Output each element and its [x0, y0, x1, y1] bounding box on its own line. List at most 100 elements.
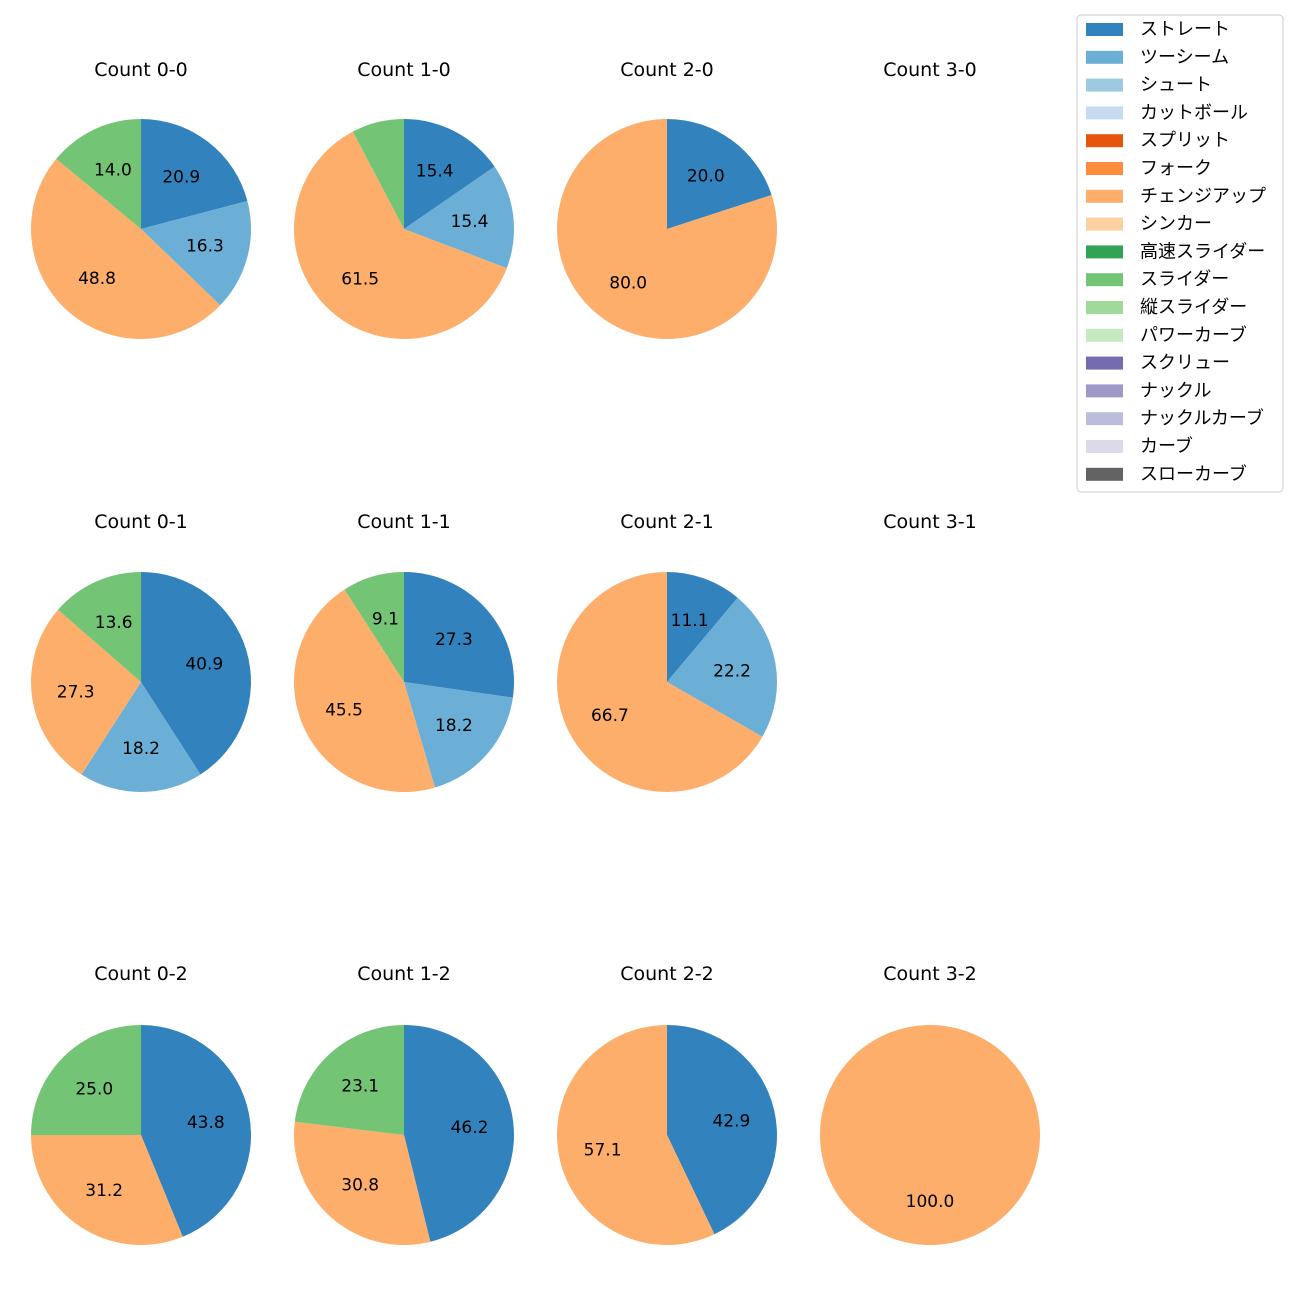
- pie-title: Count 3-2: [883, 963, 977, 985]
- slice-label: 31.2: [85, 1181, 123, 1201]
- pie-title: Count 3-0: [883, 59, 977, 81]
- pie-panel: Count 3-1: [883, 511, 977, 533]
- pie-panel: Count 1-0 15.4 15.4 61.5: [294, 59, 515, 339]
- legend-item: 縦スライダー: [1086, 297, 1247, 318]
- pie-title: Count 3-1: [883, 511, 977, 533]
- slice-label: 57.1: [584, 1141, 622, 1161]
- slice-label: 66.7: [591, 706, 629, 726]
- legend-frame: [1076, 14, 1284, 493]
- legend-item: パワーカーブ: [1086, 324, 1247, 346]
- pie-panel: Count 0-1 40.9 18.2 27.3 13.6: [31, 511, 251, 792]
- pie-slice: [141, 572, 251, 775]
- legend-item: カットボール: [1086, 102, 1248, 123]
- slice-label: 45.5: [325, 700, 363, 720]
- pie-slice: [31, 609, 142, 775]
- pie-title: Count 0-1: [94, 511, 188, 533]
- legend-item: シンカー: [1086, 214, 1212, 235]
- legend-swatch: [1086, 50, 1123, 64]
- pie-slice: [344, 572, 404, 682]
- legend-swatch: [1086, 301, 1123, 314]
- pie-title: Count 0-0: [94, 59, 188, 81]
- legend-label: ナックル: [1140, 380, 1211, 401]
- legend-swatch: [1086, 384, 1123, 398]
- pie-slice: [404, 166, 515, 269]
- pie-slice: [294, 589, 435, 792]
- legend-item: スクリュー: [1086, 353, 1230, 374]
- legend-item: シュート: [1086, 75, 1212, 96]
- legend-item: カーブ: [1086, 435, 1193, 457]
- pie-slice: [31, 1135, 183, 1246]
- pie-slice: [56, 119, 141, 229]
- slice-label: 46.2: [451, 1118, 489, 1138]
- slice-label: 27.3: [57, 682, 95, 702]
- legend-swatch: [1086, 412, 1123, 426]
- legend-swatch: [1086, 217, 1123, 231]
- legend-label: シンカー: [1140, 214, 1212, 235]
- pie-panel: Count 0-0 20.9 16.3 48.8 14.0: [30, 59, 251, 340]
- pie-panel: Count 2-2 42.9 57.1: [556, 963, 777, 1246]
- slice-label: 43.8: [187, 1113, 225, 1133]
- pie-slice: [141, 1025, 252, 1237]
- slice-label: 80.0: [609, 273, 647, 293]
- pie-slice: [141, 119, 248, 229]
- slice-label: 16.3: [186, 237, 224, 257]
- pie-panel: Count 0-2 43.8 31.2 25.0: [31, 963, 252, 1246]
- pie-slice: [31, 1025, 141, 1135]
- slice-label: 100.0: [906, 1192, 955, 1212]
- slice-label: 18.2: [435, 716, 473, 736]
- pie-panel: Count 3-2 100.0: [820, 963, 1040, 1245]
- slice-label: 14.0: [94, 160, 132, 180]
- pie-slice: [667, 597, 778, 737]
- legend-swatch: [1086, 134, 1123, 148]
- pie-slice: [81, 682, 201, 792]
- legend-item: ストレート: [1086, 19, 1230, 40]
- pie-slice: [404, 682, 513, 788]
- slice-label: 15.4: [416, 162, 454, 182]
- slice-label: 61.5: [341, 269, 379, 289]
- slice-label: 23.1: [341, 1077, 379, 1097]
- legend-label: フォーク: [1140, 158, 1212, 179]
- legend-label: スクリュー: [1140, 353, 1230, 374]
- slice-label: 13.6: [95, 613, 133, 633]
- legend-label: パワーカーブ: [1140, 324, 1247, 346]
- pie-title: Count 2-2: [620, 963, 714, 985]
- slice-label: 27.3: [435, 630, 473, 650]
- legend-swatch: [1086, 440, 1123, 453]
- legend-item: スライダー: [1086, 269, 1229, 290]
- slice-label: 22.2: [713, 661, 751, 681]
- pie-slice: [404, 118, 495, 229]
- pie-slice: [404, 572, 514, 698]
- legend-label: シュート: [1140, 75, 1212, 96]
- slice-label: 42.9: [712, 1111, 750, 1131]
- slice-label: 20.0: [687, 167, 725, 187]
- legend-label: ストレート: [1140, 19, 1230, 40]
- legend-label: ナックルカーブ: [1140, 407, 1264, 429]
- legend-label: 縦スライダー: [1140, 297, 1247, 318]
- pie-slice: [820, 1025, 1040, 1245]
- pie-slice: [30, 158, 221, 340]
- pie-slice: [667, 572, 738, 682]
- legend-swatch: [1086, 273, 1123, 287]
- slice-label: 15.4: [451, 212, 489, 232]
- pie-slice: [557, 572, 763, 792]
- legend-item: ナックル: [1086, 380, 1211, 401]
- pie-title: Count 0-2: [94, 963, 188, 985]
- legend-swatch: [1086, 23, 1123, 36]
- legend-swatch: [1086, 467, 1123, 481]
- legend-label: カットボール: [1140, 102, 1248, 123]
- pie-slice: [294, 131, 507, 339]
- pie-slice: [557, 119, 778, 339]
- slice-label: 11.1: [671, 611, 709, 631]
- pie-slice: [293, 1121, 431, 1245]
- legend-item: チェンジアップ: [1086, 186, 1266, 207]
- pie-panel: Count 1-2 46.2 30.8 23.1: [293, 963, 514, 1245]
- legend-item: 高速スライダー: [1086, 241, 1265, 262]
- legend-label: カーブ: [1140, 435, 1193, 457]
- legend-item: フォーク: [1086, 158, 1212, 179]
- pie-panel: Count 2-0 20.0 80.0: [557, 59, 778, 339]
- legend-item: スローカーブ: [1086, 463, 1247, 485]
- legend-swatch: [1086, 78, 1123, 92]
- pie-slice: [294, 1025, 404, 1135]
- legend-swatch: [1086, 356, 1123, 370]
